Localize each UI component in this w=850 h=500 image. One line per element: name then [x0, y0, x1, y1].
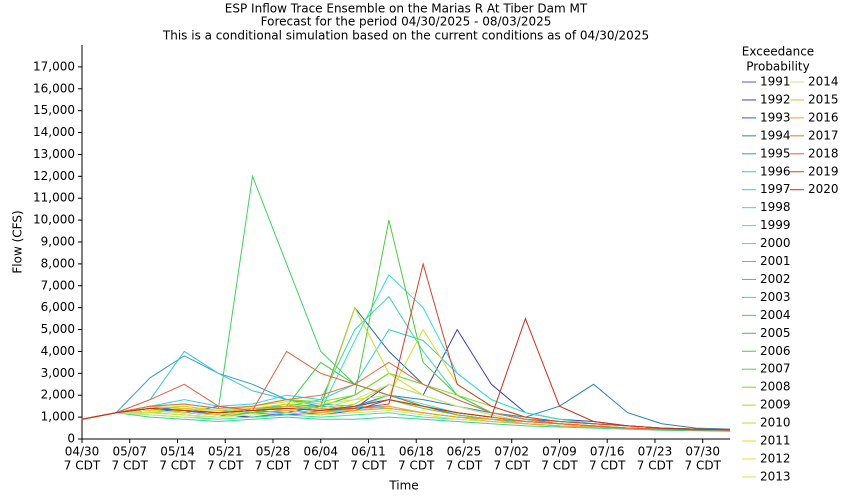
x-tick-label: 07/16 [590, 445, 625, 459]
y-tick-label: 5,000 [41, 322, 75, 336]
y-tick-label: 14,000 [33, 125, 75, 139]
y-tick-label: 11,000 [33, 191, 75, 205]
legend-label: 2011 [760, 434, 791, 448]
legend-label: 2000 [760, 236, 791, 250]
trace-line [81, 350, 731, 431]
legend-label: 2005 [760, 326, 791, 340]
y-tick-label: 8,000 [41, 256, 75, 270]
y-tick-label: 9,000 [41, 235, 75, 249]
legend-label: 2003 [760, 290, 791, 304]
legend-label: 2019 [808, 164, 839, 178]
x-tick-label: 7 CDT [112, 459, 149, 473]
legend-label: 2001 [760, 254, 791, 268]
x-tick-label: 7 CDT [159, 459, 196, 473]
legend-title: Probability [746, 60, 809, 74]
x-tick-label: 06/11 [351, 445, 386, 459]
y-axis-label: Flow (CFS) [11, 210, 25, 273]
legend-label: 2012 [760, 451, 791, 465]
chart-subtitle: Forecast for the period 04/30/2025 - 08/… [261, 15, 552, 29]
legend-label: 1993 [760, 110, 791, 124]
x-tick-label: 7 CDT [494, 459, 531, 473]
x-tick-label: 7 CDT [398, 459, 435, 473]
legend-label: 2009 [760, 398, 791, 412]
legend-label: 2018 [808, 146, 839, 160]
y-tick-label: 2,000 [41, 388, 75, 402]
x-tick-label: 7 CDT [303, 459, 340, 473]
y-tick-label: 16,000 [33, 81, 75, 95]
x-tick-label: 05/14 [160, 445, 195, 459]
legend-label: 2017 [808, 128, 839, 142]
x-tick-label: 7 CDT [637, 459, 674, 473]
x-tick-label: 7 CDT [685, 459, 722, 473]
legend-label: 2008 [760, 380, 791, 394]
legend-label: 1995 [760, 146, 791, 160]
y-tick-label: 17,000 [33, 59, 75, 73]
y-tick-label: 3,000 [41, 366, 75, 380]
legend-label: 1991 [760, 75, 791, 89]
x-tick-label: 04/30 [65, 445, 100, 459]
legend-title: Exceedance [742, 45, 814, 59]
x-tick-label: 07/30 [685, 445, 720, 459]
x-tick-label: 7 CDT [541, 459, 578, 473]
legend-label: 2015 [808, 92, 839, 106]
y-tick-label: 0 [67, 432, 75, 446]
legend-label: 2010 [760, 416, 791, 430]
legend-label: 2004 [760, 308, 791, 322]
x-tick-label: 07/09 [542, 445, 577, 459]
x-tick-label: 7 CDT [64, 459, 101, 473]
x-tick-label: 05/07 [112, 445, 147, 459]
x-tick-label: 06/25 [447, 445, 482, 459]
x-tick-label: 05/21 [208, 445, 243, 459]
y-tick-label: 1,000 [41, 410, 75, 424]
x-tick-label: 05/28 [256, 445, 291, 459]
legend-label: 1992 [760, 92, 791, 106]
legend-label: 2016 [808, 110, 839, 124]
x-tick-label: 06/04 [303, 445, 338, 459]
x-tick-label: 7 CDT [446, 459, 483, 473]
legend-label: 1998 [760, 200, 791, 214]
y-tick-label: 15,000 [33, 103, 75, 117]
chart-subtitle: This is a conditional simulation based o… [162, 29, 649, 43]
trace-line [81, 317, 731, 431]
x-axis-label: Time [388, 479, 418, 493]
x-tick-label: 07/02 [494, 445, 529, 459]
legend-label: 1996 [760, 164, 791, 178]
legend-label: 2002 [760, 272, 791, 286]
x-tick-label: 7 CDT [350, 459, 387, 473]
y-tick-label: 4,000 [41, 344, 75, 358]
x-tick-label: 7 CDT [255, 459, 292, 473]
y-tick-label: 10,000 [33, 213, 75, 227]
y-tick-label: 6,000 [41, 300, 75, 314]
legend-label: 2013 [760, 469, 791, 483]
legend-label: 2007 [760, 362, 791, 376]
legend-label: 1994 [760, 128, 791, 142]
y-tick-label: 7,000 [41, 278, 75, 292]
legend-label: 1997 [760, 182, 791, 196]
legend-label: 2014 [808, 75, 839, 89]
trace-line [81, 412, 731, 432]
x-tick-label: 7 CDT [207, 459, 244, 473]
y-tick-label: 13,000 [33, 147, 75, 161]
x-tick-label: 06/18 [399, 445, 434, 459]
chart-title: ESP Inflow Trace Ensemble on the Marias … [225, 2, 588, 16]
legend-label: 2006 [760, 344, 791, 358]
x-tick-label: 7 CDT [589, 459, 626, 473]
legend-label: 2020 [808, 182, 839, 196]
legend-label: 1999 [760, 218, 791, 232]
y-tick-label: 12,000 [33, 169, 75, 183]
x-tick-label: 07/23 [638, 445, 673, 459]
